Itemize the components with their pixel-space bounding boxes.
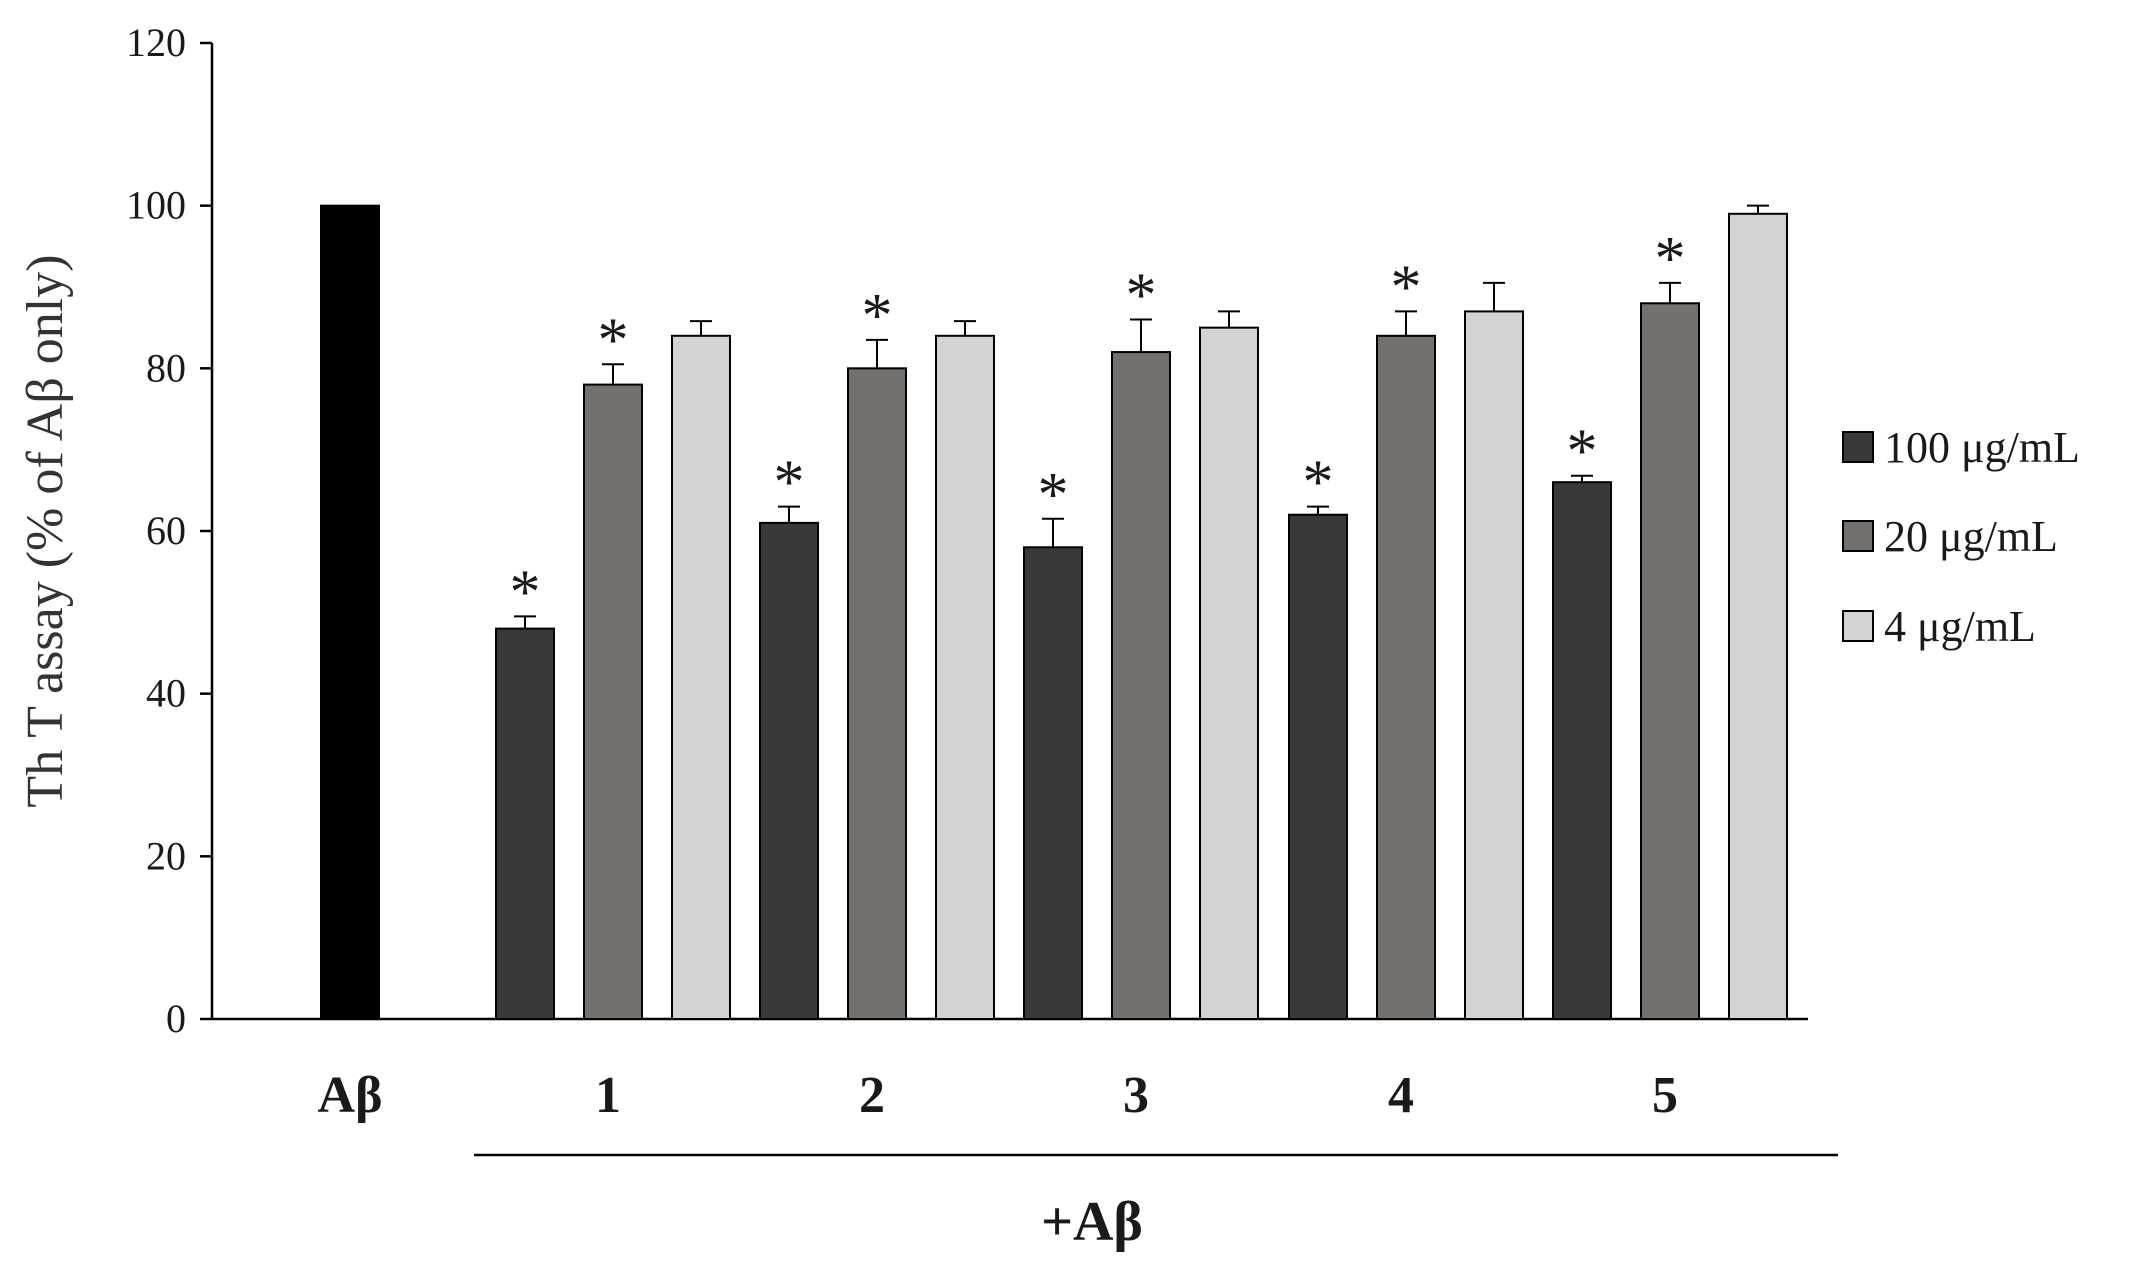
bar (1199, 326, 1259, 1020)
significance-star: * (1567, 418, 1598, 486)
bar (1640, 302, 1700, 1020)
legend-label: 4 μg/mL (1884, 602, 2036, 651)
y-tick-label: 40 (146, 671, 186, 716)
y-tick-label: 80 (146, 345, 186, 390)
significance-star: * (1391, 253, 1422, 321)
bar (1376, 334, 1436, 1020)
y-tick-label: 0 (166, 996, 186, 1041)
x-category-label: 2 (859, 1067, 885, 1124)
legend-label: 20 μg/mL (1884, 512, 2058, 561)
legend-label: 100 μg/mL (1884, 423, 2080, 472)
y-tick-label: 120 (126, 20, 186, 65)
significance-star: * (598, 306, 629, 374)
bar (1111, 351, 1171, 1021)
bar (583, 383, 643, 1021)
significance-star: * (1038, 461, 1069, 529)
labels: Th T assay (% of Aβ only) Aβ * * 1 * * 2 * * 3 * * 4 *… (17, 225, 1686, 1253)
bar-control-abeta (320, 204, 380, 1020)
axes: 0 20 40 60 80 100 120 (126, 20, 1838, 1157)
bar (1552, 481, 1612, 1020)
x-category-label: 3 (1123, 1067, 1149, 1124)
legend-swatch (1842, 431, 1874, 463)
x-category-label: Aβ (318, 1067, 383, 1124)
legend-swatch (1842, 610, 1874, 642)
significance-star: * (1655, 225, 1686, 293)
bar (935, 334, 995, 1020)
y-tick-label: 100 (126, 183, 186, 228)
x-category-label: 1 (595, 1067, 621, 1124)
bar (1023, 546, 1083, 1020)
significance-star: * (774, 449, 805, 517)
x-category-label: 5 (1652, 1067, 1678, 1124)
group-label: +Aβ (1041, 1191, 1143, 1253)
significance-star: * (1303, 449, 1334, 517)
bar (847, 367, 907, 1021)
bars (320, 204, 1788, 1021)
y-tick-label: 20 (146, 833, 186, 878)
legend: 100 μg/mL 20 μg/mL 4 μg/mL (1842, 423, 2080, 651)
y-axis-title: Th T assay (% of Aβ only) (17, 254, 74, 807)
significance-star: * (862, 282, 893, 350)
significance-star: * (1126, 262, 1157, 330)
bar (1464, 310, 1524, 1020)
bar (1288, 513, 1348, 1020)
bar (671, 334, 731, 1020)
x-category-label: 4 (1388, 1067, 1414, 1124)
significance-star: * (510, 558, 541, 626)
y-tick-label: 60 (146, 508, 186, 553)
bar (1728, 212, 1788, 1021)
legend-swatch (1842, 520, 1874, 552)
bar (759, 521, 819, 1020)
bar (495, 627, 555, 1020)
